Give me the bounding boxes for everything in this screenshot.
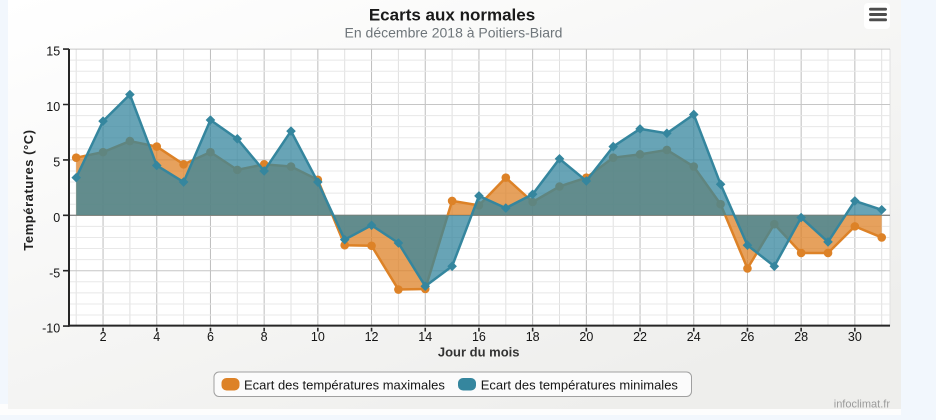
svg-text:2: 2 xyxy=(100,330,107,344)
svg-text:28: 28 xyxy=(794,330,808,344)
svg-text:0: 0 xyxy=(53,211,60,225)
svg-text:Températures (°C): Températures (°C) xyxy=(21,129,36,250)
svg-text:15: 15 xyxy=(46,45,60,59)
svg-text:-10: -10 xyxy=(42,322,60,336)
svg-text:8: 8 xyxy=(261,330,268,344)
svg-text:4: 4 xyxy=(153,330,160,344)
svg-text:Ecart des températures maximal: Ecart des températures maximales xyxy=(244,378,445,393)
svg-text:10: 10 xyxy=(311,330,325,344)
svg-text:-5: -5 xyxy=(49,266,60,280)
svg-text:26: 26 xyxy=(740,330,754,344)
svg-text:20: 20 xyxy=(579,330,593,344)
svg-text:16: 16 xyxy=(472,330,486,344)
svg-text:Ecart des températures minimal: Ecart des températures minimales xyxy=(481,378,679,393)
svg-text:10: 10 xyxy=(46,100,60,114)
svg-text:22: 22 xyxy=(633,330,647,344)
svg-text:5: 5 xyxy=(53,156,60,170)
svg-text:18: 18 xyxy=(526,330,540,344)
svg-text:En décembre 2018 à Poitiers-Bi: En décembre 2018 à Poitiers-Biard xyxy=(345,25,563,41)
svg-text:Jour du mois: Jour du mois xyxy=(438,345,520,360)
svg-text:Ecarts aux normales: Ecarts aux normales xyxy=(369,6,535,25)
svg-text:24: 24 xyxy=(687,330,701,344)
svg-text:14: 14 xyxy=(418,330,432,344)
svg-text:6: 6 xyxy=(207,330,214,344)
svg-text:infoclimat.fr: infoclimat.fr xyxy=(834,399,891,411)
svg-text:30: 30 xyxy=(848,330,862,344)
svg-text:12: 12 xyxy=(365,330,379,344)
